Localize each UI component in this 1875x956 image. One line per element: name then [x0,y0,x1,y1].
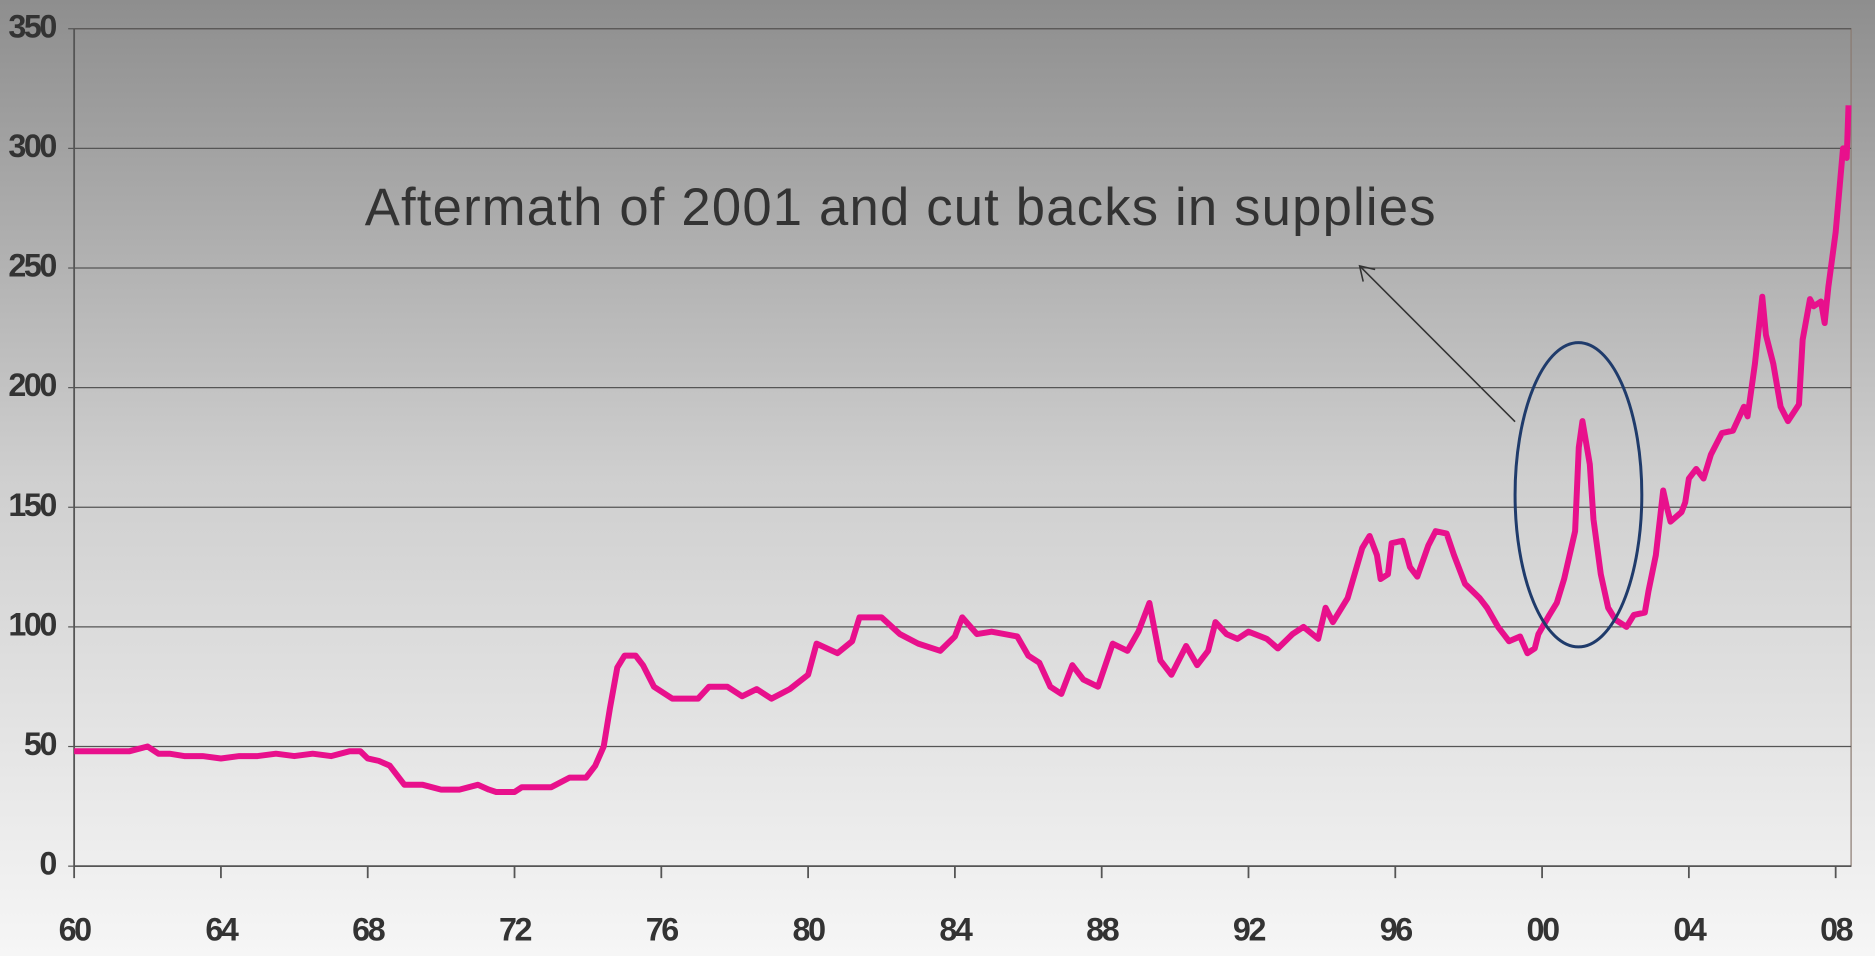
x-tick-label: 84 [939,912,973,948]
x-tick-label: 64 [205,912,239,948]
y-tick-label: 350 [8,8,56,44]
plot [74,105,1852,795]
x-tick-label: 88 [1086,912,1119,948]
y-tick-label: 200 [8,367,56,403]
y-tick-label: 150 [8,487,56,523]
x-tick-label: 68 [352,912,385,948]
x-tick-label: 76 [646,912,679,948]
x-tick-label: 96 [1380,912,1413,948]
y-tick-label: 250 [8,248,56,284]
y-tick-label: 100 [8,606,56,642]
x-tick-label: 60 [59,912,92,948]
annotation: Aftermath of 2001 and cut backs in suppl… [365,178,1437,237]
x-tick-label: 92 [1233,912,1266,948]
grid: 0 50 100 150 200 250 300 350 60 64 68 72 76 80 84 88 92 9… [8,8,1855,948]
x-tick-label: 04 [1673,912,1707,948]
x-tick-label: 00 [1527,912,1560,948]
y-tick-label: 50 [24,726,57,762]
arrow-head [1358,264,1376,282]
x-tick-label: 08 [1820,912,1853,948]
highlight-ellipse [1513,341,1644,649]
x-tick-label: 72 [499,912,532,948]
y-tick-label: 300 [8,128,56,164]
x-tick-label: 80 [793,912,826,948]
line-series [74,105,1852,795]
y-tick-label: 0 [39,846,56,882]
arrow-line [1359,265,1516,423]
